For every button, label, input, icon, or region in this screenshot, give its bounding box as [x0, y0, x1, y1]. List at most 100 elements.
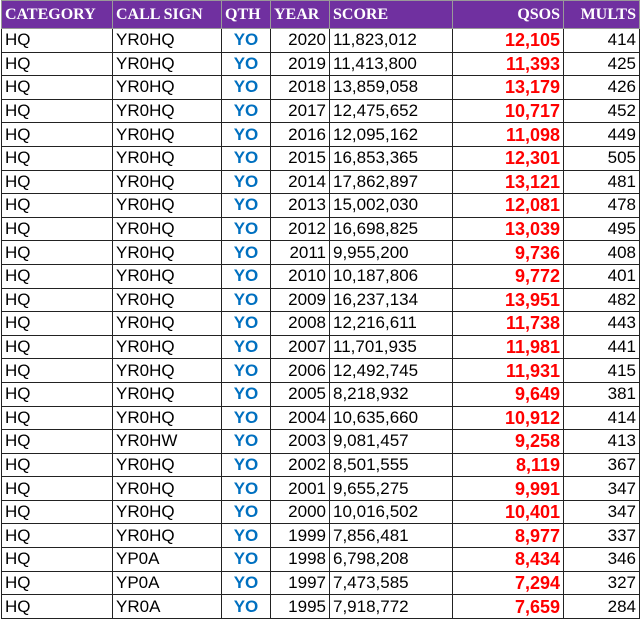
table-row: HQ YR0HQ YO 2009 16,237,134 13,951 482 [1, 287, 640, 313]
table-row: HQ YR0HQ YO 2012 16,698,825 13,039 495 [1, 216, 640, 242]
call-sign-cell: YR0HQ [112, 499, 222, 525]
qsos-cell: 10,717 [452, 98, 564, 124]
table-row: HQ YR0HQ YO 2020 11,823,012 12,105 414 [1, 28, 640, 53]
qsos-cell: 9,772 [452, 263, 564, 289]
call-sign-cell: YR0HQ [112, 452, 222, 478]
table-row: HQ YR0HQ YO 2007 11,701,935 11,981 441 [1, 334, 640, 360]
call-sign-cell: YR0HQ [112, 263, 222, 289]
qth-cell: YO [221, 547, 271, 572]
header-cell: SCORE [329, 0, 453, 29]
qth-cell: YO [221, 145, 271, 171]
qth-cell: YO [221, 122, 271, 147]
category-cell: HQ [1, 547, 113, 572]
qth-cell: YO [221, 452, 271, 478]
qsos-cell: 8,434 [452, 547, 564, 572]
qth-cell: YO [221, 98, 271, 124]
category-cell: HQ [1, 193, 113, 218]
year-cell: 2006 [270, 358, 330, 383]
category-cell: HQ [1, 169, 113, 195]
call-sign-cell: YR0HQ [112, 122, 222, 147]
qsos-cell: 13,121 [452, 169, 564, 195]
category-cell: HQ [1, 523, 113, 549]
category-cell: HQ [1, 122, 113, 147]
qth-cell: YO [221, 240, 271, 265]
year-cell: 2011 [270, 240, 330, 265]
call-sign-cell: YR0HQ [112, 28, 222, 53]
year-cell: 2007 [270, 334, 330, 360]
table-row: HQ YR0HQ YO 2013 15,002,030 12,081 478 [1, 193, 640, 218]
table-row: HQ YR0HQ YO 2016 12,095,162 11,098 449 [1, 122, 640, 147]
qth-cell: YO [221, 75, 271, 100]
mults-cell: 481 [563, 169, 640, 195]
category-cell: HQ [1, 381, 113, 407]
category-cell: HQ [1, 263, 113, 289]
mults-cell: 413 [563, 429, 640, 454]
table-row: HQ YR0HQ YO 2000 10,016,502 10,401 347 [1, 499, 640, 525]
qsos-cell: 10,912 [452, 405, 564, 431]
score-cell: 7,856,481 [329, 523, 453, 549]
call-sign-cell: YR0HQ [112, 240, 222, 265]
qsos-cell: 8,119 [452, 452, 564, 478]
year-cell: 2001 [270, 476, 330, 501]
table-row: HQ YR0HQ YO 2006 12,492,745 11,931 415 [1, 358, 640, 383]
score-cell: 11,701,935 [329, 334, 453, 360]
call-sign-cell: YR0HQ [112, 334, 222, 360]
mults-cell: 478 [563, 193, 640, 218]
qsos-cell: 11,738 [452, 311, 564, 336]
qth-cell: YO [221, 381, 271, 407]
category-cell: HQ [1, 287, 113, 313]
mults-cell: 284 [563, 594, 640, 619]
table-row: HQ YR0HQ YO 2005 8,218,932 9,649 381 [1, 381, 640, 407]
qth-cell: YO [221, 311, 271, 336]
call-sign-cell: YR0HW [112, 429, 222, 454]
qsos-cell: 9,991 [452, 476, 564, 501]
qth-cell: YO [221, 594, 271, 619]
score-cell: 12,216,611 [329, 311, 453, 336]
year-cell: 1995 [270, 594, 330, 619]
table-row: HQ YR0HQ YO 2004 10,635,660 10,912 414 [1, 405, 640, 431]
score-cell: 17,862,897 [329, 169, 453, 195]
qth-cell: YO [221, 28, 271, 53]
year-cell: 2016 [270, 122, 330, 147]
category-cell: HQ [1, 358, 113, 383]
qsos-cell: 13,179 [452, 75, 564, 100]
qth-cell: YO [221, 570, 271, 596]
category-cell: HQ [1, 98, 113, 124]
mults-cell: 347 [563, 476, 640, 501]
header-cell: QTH [221, 0, 271, 29]
header-cell: QSOS [452, 0, 564, 29]
call-sign-cell: YR0HQ [112, 523, 222, 549]
category-cell: HQ [1, 499, 113, 525]
table-row: HQ YR0HQ YO 1999 7,856,481 8,977 337 [1, 523, 640, 549]
category-cell: HQ [1, 476, 113, 501]
header-cell: CATEGORY [1, 0, 113, 29]
score-cell: 7,918,772 [329, 594, 453, 619]
mults-cell: 425 [563, 51, 640, 77]
year-cell: 2018 [270, 75, 330, 100]
table-row: HQ YR0HQ YO 2001 9,655,275 9,991 347 [1, 476, 640, 501]
mults-cell: 337 [563, 523, 640, 549]
table-row: HQ YR0HQ YO 2008 12,216,611 11,738 443 [1, 311, 640, 336]
mults-cell: 408 [563, 240, 640, 265]
call-sign-cell: YR0A [112, 594, 222, 619]
header-cell: MULTS [563, 0, 640, 29]
year-cell: 2012 [270, 216, 330, 242]
call-sign-cell: YR0HQ [112, 216, 222, 242]
table-row: HQ YR0HW YO 2003 9,081,457 9,258 413 [1, 429, 640, 454]
year-cell: 2013 [270, 193, 330, 218]
qth-cell: YO [221, 51, 271, 77]
table-body: HQ YR0HQ YO 2020 11,823,012 12,105 414 HQ YR0HQ Y… [1, 28, 640, 619]
score-cell: 9,081,457 [329, 429, 453, 454]
mults-cell: 415 [563, 358, 640, 383]
qth-cell: YO [221, 358, 271, 383]
category-cell: HQ [1, 594, 113, 619]
call-sign-cell: YR0HQ [112, 287, 222, 313]
year-cell: 2010 [270, 263, 330, 289]
mults-cell: 327 [563, 570, 640, 596]
year-cell: 2019 [270, 51, 330, 77]
mults-cell: 414 [563, 405, 640, 431]
mults-cell: 495 [563, 216, 640, 242]
table-row: HQ YR0HQ YO 2011 9,955,200 9,736 408 [1, 240, 640, 265]
mults-cell: 414 [563, 28, 640, 53]
year-cell: 2008 [270, 311, 330, 336]
